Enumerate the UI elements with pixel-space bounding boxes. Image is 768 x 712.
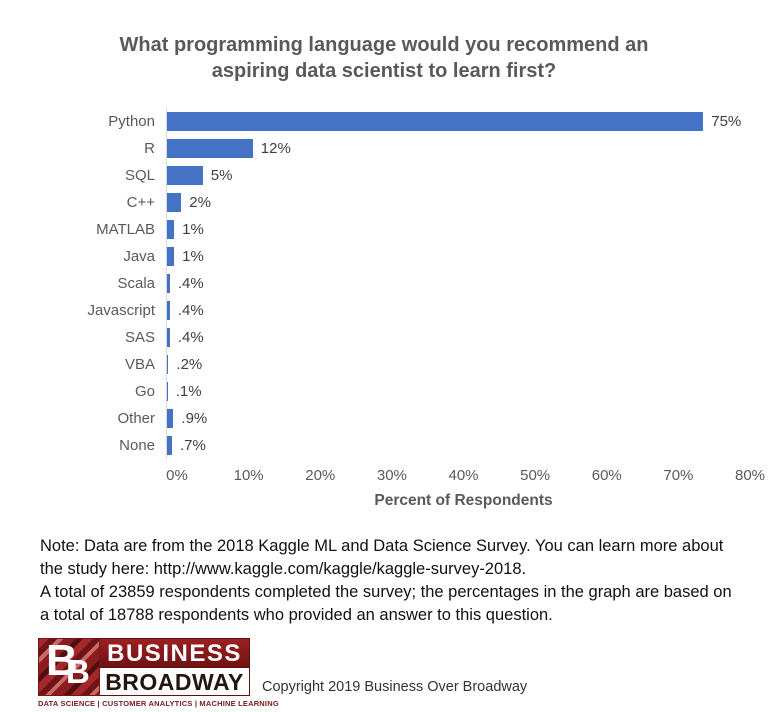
x-tick-label: 80% (734, 467, 766, 484)
logo-business: BUSINESS (100, 638, 250, 668)
x-tick-label: 10% (233, 467, 264, 484)
bar-rows: Python 75% R 12% SQL 5% C++ 2% MATLAB 1% Java 1% Sca… (10, 108, 742, 459)
bar-row: Scala .4% (10, 270, 740, 297)
x-tick-label: 40% (448, 467, 479, 484)
bar-row: MATLAB 1% (10, 216, 740, 243)
bar-row: Javascript .4% (10, 297, 740, 324)
bar-value-label: .1% (175, 383, 202, 400)
bb-letter-1: B (46, 636, 78, 685)
bar-value-label: 12% (260, 140, 291, 157)
logo-broadway: BROADWAY (100, 668, 250, 696)
bar-value-label: 2% (189, 194, 211, 211)
x-tick-label: 30% (376, 467, 407, 484)
bar-row: VBA .2% (10, 351, 740, 378)
category-label: Scala (117, 275, 155, 292)
bar-value-label: .7% (180, 437, 206, 454)
bar-row: Other .9% (10, 405, 740, 432)
copyright-text: Copyright 2019 Business Over Broadway (262, 679, 528, 695)
category-label: Python (108, 113, 155, 130)
bar (167, 301, 170, 320)
x-tick-label: 20% (305, 467, 336, 484)
category-label: Other (117, 410, 155, 427)
bar-row: Java 1% (10, 243, 740, 270)
bar-value-label: 1% (182, 248, 204, 265)
category-label: Go (134, 383, 155, 400)
bar (167, 355, 169, 374)
x-axis: 0% 10% 20% 30% 40% 50% 60% 70% 80% (166, 467, 765, 485)
bar-value-label: .4% (177, 329, 204, 346)
note-line: A total of 23859 respondents completed t… (40, 583, 732, 601)
bar-track: .2% (166, 351, 739, 378)
bar-track: .7% (166, 432, 739, 459)
bar (167, 409, 174, 428)
bar-track: .4% (166, 324, 739, 351)
x-axis-title: Percent of Respondents (374, 492, 553, 509)
category-label: C++ (126, 194, 155, 211)
bar-row: None .7% (10, 432, 740, 459)
bar-row: Python 75% (10, 108, 742, 135)
bar-row: SAS .4% (10, 324, 740, 351)
bar-track: 12% (166, 135, 739, 162)
category-label: Javascript (87, 302, 155, 319)
bar (167, 382, 168, 401)
chart-title: What programming language would you reco… (0, 0, 768, 84)
bar (167, 139, 253, 158)
x-tick-label: 60% (591, 467, 622, 484)
bar-value-label: .2% (176, 356, 203, 373)
bar-value-label: .4% (177, 275, 204, 292)
bar (167, 112, 704, 131)
bar-row: C++ 2% (10, 189, 740, 216)
bar-track: .4% (166, 270, 739, 297)
bar-track: 2% (166, 189, 739, 216)
bar-value-label: .9% (181, 410, 208, 427)
note-line: Note: Data are from the 2018 Kaggle ML a… (40, 537, 724, 555)
footer: B B BUSINESS BROADWAY DATA SCIENCE | CUS… (0, 636, 768, 708)
bar-value-label: 75% (711, 113, 742, 130)
bb-monogram-icon: B B (38, 636, 100, 696)
bar-track: 5% (166, 162, 739, 189)
bar-track: .4% (166, 297, 739, 324)
bar (167, 220, 175, 239)
bar (167, 247, 175, 266)
bb-letter-2: B (66, 653, 90, 690)
bar-track: .1% (166, 378, 739, 405)
category-label: SAS (124, 329, 155, 346)
x-tick-label: 0% (166, 467, 188, 484)
logo-tagline: DATA SCIENCE | CUSTOMER ANALYTICS | MACH… (38, 699, 279, 708)
note-line: the study here: http://www.kaggle.com/ka… (40, 560, 527, 578)
category-label: Java (123, 248, 155, 265)
bar (167, 166, 203, 185)
bar (167, 193, 182, 212)
bar-row: Go .1% (10, 378, 740, 405)
bar-row: SQL 5% (10, 162, 740, 189)
bar-track: 1% (166, 243, 739, 270)
category-label: SQL (124, 167, 155, 184)
category-label: None (119, 437, 155, 454)
bar-value-label: 5% (210, 167, 233, 184)
category-label: MATLAB (96, 221, 155, 238)
note-text: Note: Data are from the 2018 Kaggle ML a… (0, 535, 768, 627)
bar-chart: Python 75% R 12% SQL 5% C++ 2% MATLAB 1% Java 1% Sca… (0, 108, 768, 510)
bar (167, 328, 170, 347)
business-broadway-logo: B B BUSINESS BROADWAY DATA SCIENCE | CUS… (38, 636, 279, 708)
bar (167, 436, 172, 455)
chart-title-line2: aspiring data scientist to learn first? (211, 60, 557, 82)
bar-value-label: .4% (177, 302, 204, 319)
bar-row: R 12% (10, 135, 740, 162)
logo-top: B B BUSINESS BROADWAY (38, 636, 250, 696)
category-label: VBA (124, 356, 155, 373)
bar-track: 1% (166, 216, 739, 243)
x-tick-label: 50% (520, 467, 551, 484)
note-line: a total of 18788 respondents who provide… (40, 606, 553, 624)
bar-track: .9% (166, 405, 739, 432)
category-label: R (144, 140, 155, 157)
bar-value-label: 1% (182, 221, 204, 238)
logo-text: BUSINESS BROADWAY (100, 638, 250, 696)
bar (167, 274, 170, 293)
bar-track: 75% (166, 108, 742, 135)
chart-title-line1: What programming language would you reco… (119, 34, 649, 56)
x-tick-label: 70% (663, 467, 694, 484)
